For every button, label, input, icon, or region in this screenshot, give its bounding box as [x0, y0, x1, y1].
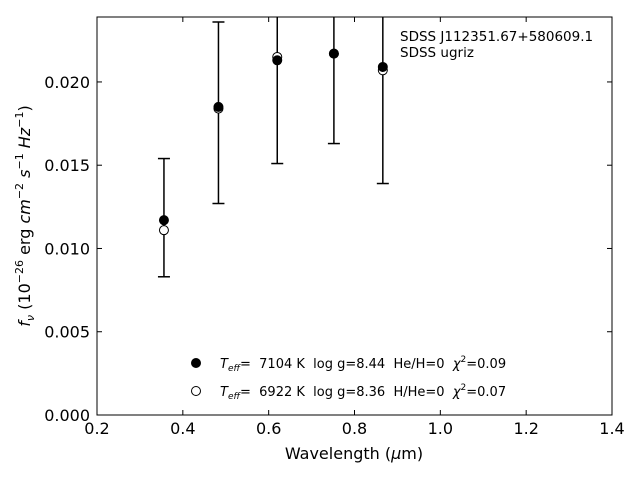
x-tick-label-1: 0.4: [170, 419, 195, 438]
x-tick-label-2: 0.6: [256, 419, 281, 438]
open-point-u: [158, 225, 169, 236]
y-tick-label-0: 0.000: [44, 406, 90, 425]
axis-ticks: [96, 17, 613, 416]
x-tick-label-0: 0.2: [84, 419, 109, 438]
legend-marker-open: [191, 386, 201, 396]
annotation-survey: SDSS ugriz: [400, 45, 474, 61]
data-points: [158, 48, 388, 236]
x-tick-label-3: 0.8: [342, 419, 367, 438]
legend-label-filled: Teff= 7104 K log g=8.44 He/H=0 χ2=0.09: [220, 355, 506, 374]
y-tick-label-1: 0.005: [44, 323, 90, 342]
filled-point-z: [377, 61, 388, 72]
filled-point-r: [272, 55, 283, 66]
legend-label-open: Teff= 6922 K log g=8.36 H/He=0 χ2=0.07: [220, 383, 506, 402]
error-bar-r: [271, 17, 284, 165]
y-tick-labels: 0.000 0.005 0.010 0.015 0.020: [44, 73, 90, 425]
filled-point-g: [213, 101, 224, 112]
filled-point-u: [158, 215, 169, 226]
x-tick-label-4: 1.0: [428, 419, 453, 438]
plot-frame: [96, 16, 613, 416]
y-axis-label: fν (10−26 erg cm−2 s−1 Hz−1): [13, 105, 37, 326]
legend-entry-open: Teff= 6922 K log g=8.36 H/He=0 χ2=0.07: [191, 383, 506, 402]
x-axis-label: Wavelength (μm): [285, 444, 423, 463]
error-bar-i: [327, 17, 340, 145]
legend-marker-filled: [191, 358, 201, 368]
y-tick-label-2: 0.010: [44, 239, 90, 258]
annotation-target: SDSS J112351.67+580609.1: [400, 29, 593, 45]
x-tick-label-6: 1.4: [599, 419, 624, 438]
y-tick-label-4: 0.020: [44, 73, 90, 92]
legend-entry-filled: Teff= 7104 K log g=8.44 He/H=0 χ2=0.09: [191, 355, 506, 374]
x-tick-label-5: 1.2: [513, 419, 538, 438]
filled-point-i: [328, 48, 339, 59]
y-tick-label-3: 0.015: [44, 156, 90, 175]
legend: Teff= 7104 K log g=8.44 He/H=0 χ2=0.09 T…: [191, 355, 506, 402]
error-bar-z: [376, 17, 389, 185]
x-tick-labels: 0.2 0.4 0.6 0.8 1.0 1.2 1.4: [84, 419, 624, 438]
